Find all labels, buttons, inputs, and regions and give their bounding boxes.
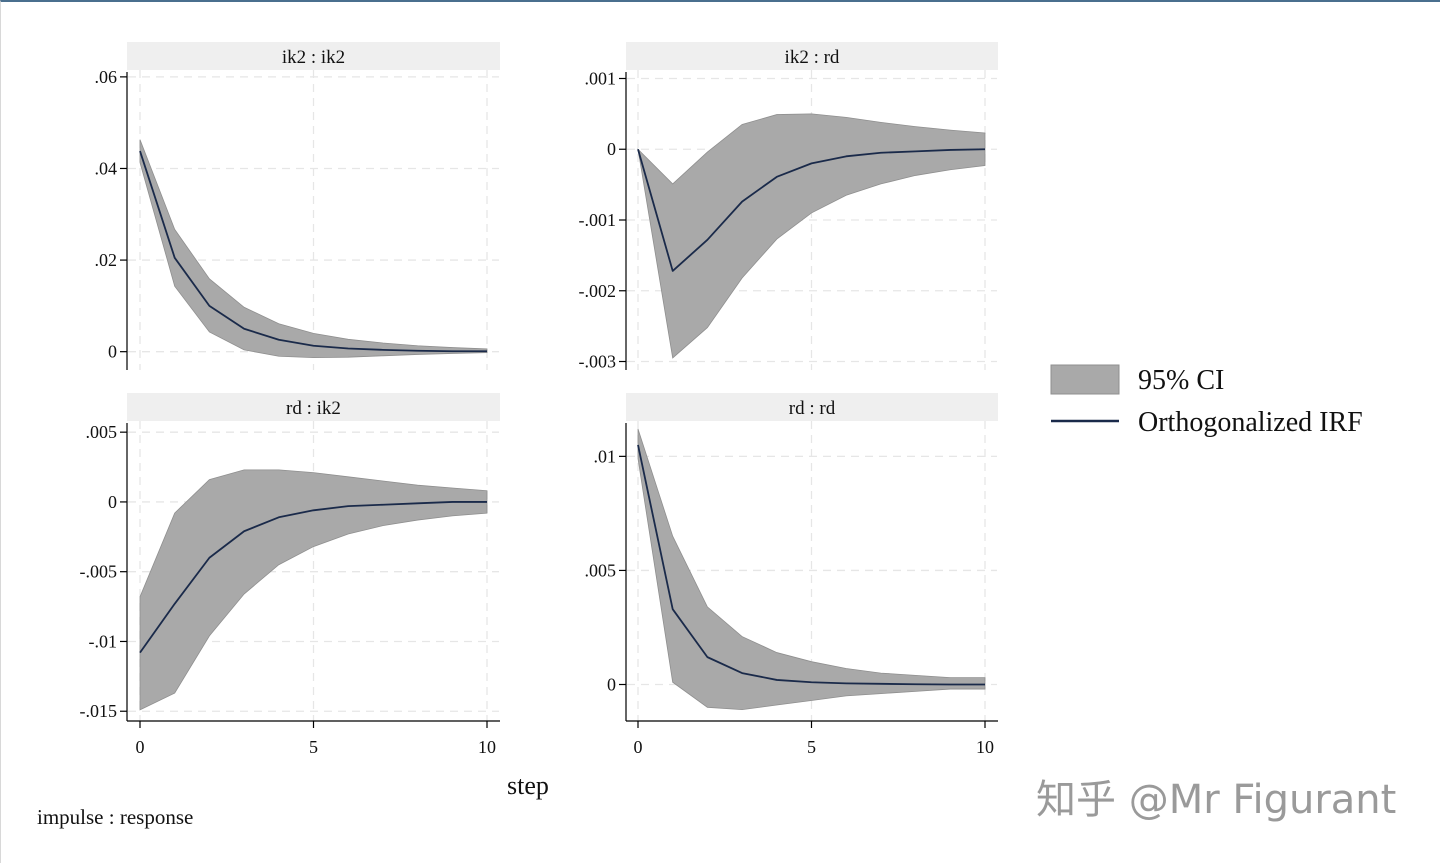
panel-strip: [127, 42, 500, 70]
panel-strip: [626, 42, 998, 70]
ci-band: [637, 428, 986, 710]
y-tick-label: -.003: [579, 352, 617, 372]
y-tick-label: .005: [585, 560, 617, 580]
ci-band: [139, 469, 488, 711]
y-tick-label: -.001: [579, 210, 617, 230]
y-tick-label: -.005: [80, 562, 118, 582]
panels-group: ik2 : ik2 .06 .04 .02 0 ik2 : rd .001 0 -.001 -.0…: [80, 42, 998, 757]
legend-irf-label: Orthogonalized IRF: [1138, 407, 1363, 438]
x-tick-label: 5: [309, 737, 318, 757]
x-axis-title: step: [507, 771, 549, 800]
impulse-response-note: impulse : response: [37, 805, 193, 829]
gridlines: [128, 70, 499, 370]
panel-strip: [127, 393, 500, 421]
irf-line: [139, 150, 487, 353]
panel-strip: [626, 393, 998, 421]
watermark-text: 知乎 @Mr Figurant: [1036, 777, 1396, 823]
panel-2: ik2 : rd .001 0 -.001 -.002 -.003: [579, 42, 998, 372]
panel-3: rd : ik2 .005 0 -.005 -.01 -.015 0 5 10: [80, 393, 500, 757]
panel-title: rd : ik2: [286, 398, 341, 419]
y-tick-label: .06: [95, 67, 118, 87]
y-tick-label: 0: [607, 139, 616, 159]
y-tick-label: -.015: [80, 701, 118, 721]
irf-line: [637, 148, 986, 272]
y-tick-label: 0: [108, 492, 117, 512]
y-tick-label: -.002: [579, 281, 617, 301]
legend-ci-label: 95% CI: [1138, 365, 1224, 396]
x-tick-label: 0: [634, 737, 643, 757]
y-tick-label: .04: [95, 158, 118, 178]
ci-band: [637, 113, 986, 359]
x-tick-label: 10: [478, 737, 496, 757]
panel-1: ik2 : ik2 .06 .04 .02 0: [95, 42, 500, 370]
y-tick-label: 0: [108, 342, 117, 362]
legend: 95% CI Orthogonalized IRF: [1050, 364, 1363, 438]
panel-title: rd : rd: [789, 398, 836, 419]
x-tick-label: 10: [976, 737, 994, 757]
legend-ci-swatch: [1050, 364, 1120, 395]
y-tick-label: .005: [86, 422, 118, 442]
panel-title: ik2 : ik2: [282, 47, 345, 68]
ci-band: [139, 139, 488, 359]
x-tick-label: 5: [807, 737, 816, 757]
y-tick-label: -.01: [89, 631, 118, 651]
y-tick-label: .001: [585, 68, 617, 88]
irf-line: [637, 444, 985, 686]
y-tick-label: .02: [95, 250, 118, 270]
y-tick-label: 0: [607, 674, 616, 694]
irf-line: [139, 501, 487, 654]
y-tick-label: .01: [594, 446, 617, 466]
panel-4: rd : rd .01 .005 0 0 5 10: [585, 393, 998, 757]
x-tick-label: 0: [136, 737, 145, 757]
panel-title: ik2 : rd: [785, 47, 840, 68]
